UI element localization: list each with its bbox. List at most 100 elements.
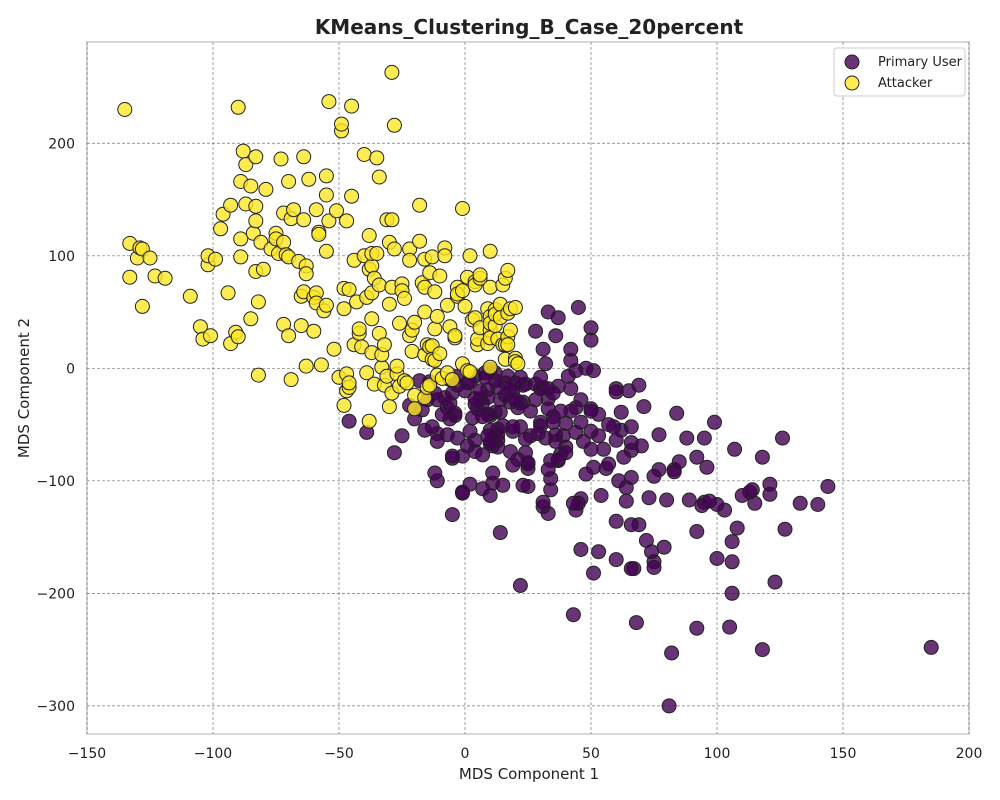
data-point	[608, 432, 624, 448]
data-point	[397, 291, 412, 306]
data-point	[298, 358, 314, 374]
data-point	[392, 315, 407, 331]
x-axis-label: MDS Component 1	[459, 765, 599, 783]
data-point	[689, 524, 705, 539]
data-point	[329, 203, 344, 219]
data-point	[208, 251, 223, 267]
data-point	[570, 300, 586, 315]
data-point	[518, 431, 533, 447]
data-point	[296, 149, 312, 165]
data-point	[540, 401, 556, 417]
data-point	[429, 433, 445, 449]
data-point	[669, 405, 685, 421]
data-point	[767, 574, 783, 590]
data-point	[727, 441, 743, 457]
data-point	[361, 228, 377, 243]
data-point	[293, 318, 309, 334]
data-point	[308, 202, 324, 218]
data-point	[480, 428, 496, 444]
x-tick-label: −100	[194, 746, 232, 762]
data-point	[213, 221, 229, 237]
data-point	[734, 488, 750, 503]
data-point	[482, 359, 498, 375]
legend-marker-attacker	[844, 75, 860, 91]
data-point	[578, 466, 594, 482]
data-point	[157, 270, 173, 286]
data-point	[404, 343, 420, 359]
x-tick-label: −150	[68, 746, 106, 762]
data-point	[679, 430, 695, 446]
data-point	[699, 459, 715, 475]
data-point	[573, 542, 589, 557]
data-point	[326, 341, 342, 357]
data-point	[364, 311, 380, 327]
data-point	[344, 98, 360, 114]
data-point	[371, 169, 387, 185]
data-point	[664, 645, 680, 661]
data-point	[754, 449, 770, 465]
data-point	[628, 615, 644, 631]
data-point	[182, 288, 198, 304]
data-point	[548, 328, 564, 344]
data-point	[203, 328, 218, 344]
data-point	[482, 243, 498, 259]
data-point	[507, 392, 523, 408]
y-tick-label: −300	[37, 699, 75, 715]
data-point	[386, 445, 402, 461]
data-point	[447, 328, 463, 344]
x-tick-label: 50	[582, 746, 600, 762]
data-point	[482, 279, 498, 295]
data-point	[389, 358, 405, 374]
data-point	[296, 212, 312, 228]
data-point	[502, 322, 518, 338]
data-point	[336, 397, 352, 413]
data-point	[238, 157, 254, 173]
data-point	[250, 294, 266, 310]
data-point	[820, 479, 836, 494]
data-point	[142, 250, 158, 266]
data-point	[707, 414, 722, 430]
data-point	[641, 490, 657, 506]
x-tick-label: 150	[830, 746, 857, 762]
data-point	[591, 428, 607, 444]
data-point	[754, 642, 770, 658]
data-point	[434, 406, 450, 422]
y-tick-label: −200	[37, 586, 75, 602]
data-point	[417, 422, 433, 438]
data-point	[321, 94, 337, 110]
data-point	[462, 248, 478, 264]
data-point	[455, 201, 470, 216]
data-point	[283, 372, 299, 388]
data-point	[351, 321, 367, 337]
data-point	[298, 266, 314, 282]
data-point	[507, 300, 523, 315]
data-point	[696, 430, 712, 446]
data-point	[646, 560, 662, 575]
data-point	[583, 320, 599, 336]
data-point	[538, 356, 554, 372]
data-point	[611, 473, 627, 489]
data-point	[223, 197, 239, 213]
data-point	[475, 481, 491, 497]
data-point	[563, 341, 579, 357]
chart-title: KMeans_Clustering_B_Case_20percent	[315, 15, 744, 39]
data-point	[646, 468, 662, 484]
data-point	[248, 213, 264, 229]
data-point	[485, 465, 501, 481]
legend: Primary User Attacker	[833, 47, 966, 97]
data-point	[553, 403, 569, 419]
x-tick-label: 200	[956, 746, 983, 762]
data-point	[681, 492, 697, 508]
data-point	[286, 202, 302, 218]
data-point	[407, 401, 423, 417]
data-point	[792, 495, 808, 511]
data-point	[427, 284, 443, 300]
data-point	[276, 234, 292, 250]
data-point	[243, 178, 259, 194]
y-tick-label: 200	[48, 136, 75, 152]
data-point	[313, 357, 329, 373]
data-point	[386, 117, 402, 133]
data-point	[412, 233, 428, 249]
data-point	[777, 521, 793, 537]
data-point	[515, 477, 531, 493]
